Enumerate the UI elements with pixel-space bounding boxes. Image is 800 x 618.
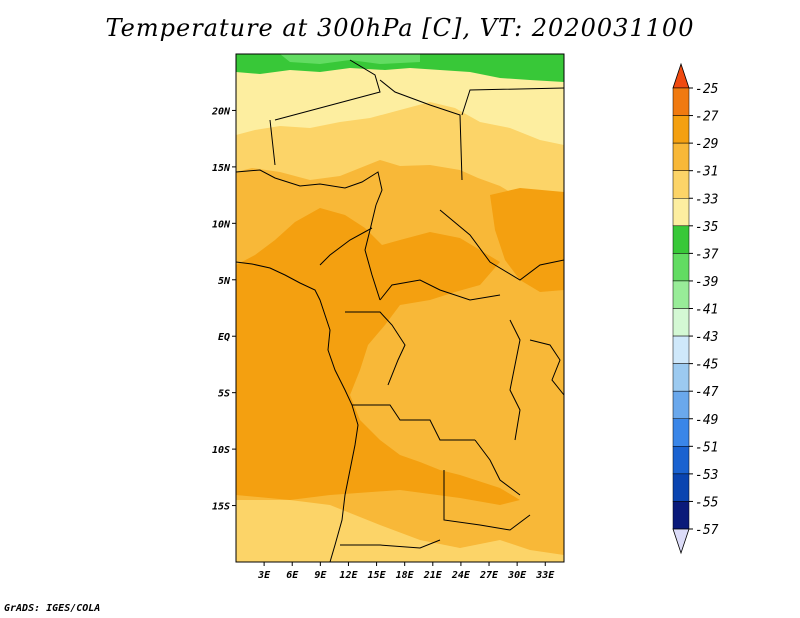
x-tick-label: 21E (423, 570, 443, 581)
field-patch-east (490, 188, 564, 292)
x-tick-label: 27E (479, 570, 499, 581)
colorbar-swatch (672, 115, 690, 144)
colorbar-label: -55 (695, 495, 719, 510)
colorbar-swatch (672, 501, 690, 530)
colorbar-bottom-arrow (672, 528, 690, 555)
y-tick-label: 15S (212, 502, 230, 513)
colorbar-swatch (672, 198, 690, 227)
x-tick-label: 18E (396, 570, 415, 581)
colorbar-swatch (672, 308, 690, 337)
colorbar-swatch (672, 473, 690, 502)
field-band-29 (236, 208, 520, 505)
colorbar-swatch (672, 142, 690, 171)
y-tick-label: 10N (212, 219, 231, 230)
x-axis: 3E 6E 9E 12E 15E 18E 21E 24E 27E 30E 33E (257, 562, 555, 581)
colorbar-label: -35 (695, 220, 719, 235)
colorbar-label: -27 (695, 110, 719, 125)
x-tick-label: 3E (257, 570, 271, 581)
x-tick-label: 9E (314, 570, 327, 581)
colorbar-label: -47 (695, 385, 719, 400)
colorbar-label: -43 (695, 330, 718, 345)
x-tick-label: 6E (286, 570, 299, 581)
colorbar-swatch (672, 225, 690, 254)
colorbar-label: -49 (695, 413, 718, 428)
colorbar-swatch (672, 170, 690, 199)
footer-credit: GrADS: IGES/COLA (4, 603, 101, 614)
temperature-field (236, 54, 564, 562)
colorbar: -25 -27 -29 -31 -33 -35 -37 -39 -41 -43 -45 -47 -49 -… (672, 62, 719, 555)
plot-frame (235, 53, 565, 563)
y-tick-label: 5S (218, 389, 230, 400)
colorbar-swatch (672, 280, 690, 309)
colorbar-swatch (672, 87, 690, 116)
colorbar-swatch (672, 335, 690, 364)
colorbar-swatch (672, 446, 690, 475)
colorbar-label: -39 (695, 275, 718, 290)
colorbar-swatch (672, 390, 690, 419)
colorbar-swatch (672, 363, 690, 392)
y-tick-label: 10S (212, 445, 230, 456)
y-tick-label: EQ (218, 332, 230, 343)
country-borders (236, 59, 564, 562)
y-tick-label: 15N (212, 163, 231, 174)
x-tick-label: 24E (451, 570, 471, 581)
colorbar-label: -29 (695, 137, 718, 152)
x-tick-label: 30E (507, 570, 527, 581)
field-band-35 (236, 54, 564, 145)
colorbar-label: -53 (695, 468, 718, 483)
colorbar-top-arrow (672, 62, 690, 89)
colorbar-label: -33 (695, 192, 718, 207)
colorbar-label: -25 (695, 82, 719, 97)
colorbar-label: -45 (695, 358, 719, 373)
x-tick-label: 33E (535, 570, 555, 581)
x-tick-label: 12E (339, 570, 358, 581)
y-axis: 20N 15N 10N 5N EQ 5S 10S 15S (211, 106, 236, 513)
colorbar-label: -57 (695, 523, 719, 538)
colorbar-swatch (672, 418, 690, 447)
y-tick-label: 20N (211, 106, 231, 117)
colorbar-label: -31 (695, 165, 718, 180)
colorbar-label: -41 (695, 303, 718, 318)
x-tick-label: 15E (368, 570, 387, 581)
colorbar-label: -51 (695, 440, 718, 455)
colorbar-label: -37 (695, 247, 719, 262)
field-band-39 (280, 54, 420, 64)
y-tick-label: 5N (218, 276, 231, 287)
field-band-33-south (236, 500, 564, 562)
colorbar-swatch (672, 253, 690, 282)
map-title: Temperature at 300hPa [C], VT: 202003110… (105, 14, 695, 42)
